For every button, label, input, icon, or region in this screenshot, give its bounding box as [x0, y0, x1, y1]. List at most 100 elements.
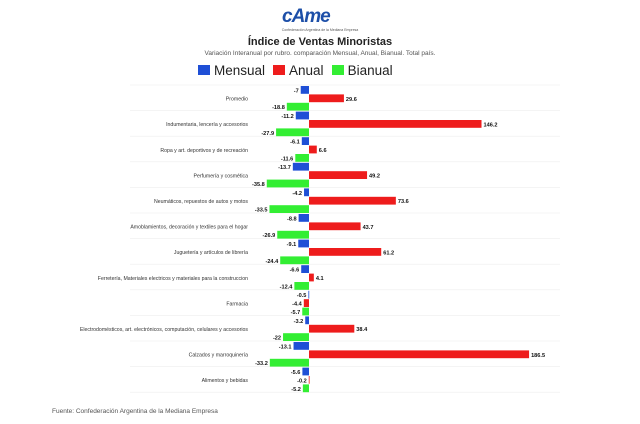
- data-label-anual-neumaticos-repuestos-de-autos-y-motos: 73.6: [398, 199, 409, 205]
- bar-bianual-jugueteria-y-articulos-de-libreria: [280, 256, 309, 265]
- data-label-mensual-ropa-y-art-deportivos-y-de-recreacion: -6.1: [290, 140, 300, 146]
- bar-bianual-alimentos-y-bebidas: [302, 384, 309, 393]
- legend-swatch-bianual: [331, 65, 344, 75]
- bar-anual-indumentaria-lenceria-y-accesorios: [309, 120, 482, 128]
- bar-anual-ferreteria-materiales-electricos-y-materiales-para-la-construccion: [309, 273, 314, 282]
- chart-subtitle: Variación Interanual por rubro. comparac…: [204, 50, 436, 57]
- bar-mensual-farmacia: [308, 290, 310, 299]
- legend-label-anual: Anual: [289, 62, 324, 78]
- data-label-anual-jugueteria-y-articulos-de-libreria: 61.2: [383, 250, 394, 256]
- bar-bianual-ropa-y-art-deportivos-y-de-recreacion: [295, 154, 309, 162]
- chart-title: Índice de Ventas Minoristas: [247, 36, 393, 48]
- bar-anual-jugueteria-y-articulos-de-libreria: [309, 248, 382, 256]
- legend-label-bianual: Bianual: [347, 62, 393, 78]
- category-label-ferreteria-materiales-electricos-y-materiales-para-la-construccion: Ferretería, Materiales electricos y mate…: [98, 276, 248, 282]
- bar-bianual-farmacia: [302, 307, 309, 316]
- bar-anual-ropa-y-art-deportivos-y-de-recreacion: [309, 145, 317, 154]
- data-label-mensual-indumentaria-lenceria-y-accesorios: -11.2: [281, 114, 293, 120]
- data-label-anual-farmacia: -4.4: [292, 302, 303, 308]
- data-label-bianual-farmacia: -5.7: [291, 310, 301, 316]
- data-label-bianual-alimentos-y-bebidas: -5.2: [291, 387, 301, 393]
- data-label-mensual-farmacia: -0.5: [297, 293, 307, 299]
- legend-swatch-anual: [273, 65, 286, 75]
- data-label-mensual-promedio: -7: [294, 88, 299, 94]
- bar-mensual-indumentaria-lenceria-y-accesorios: [295, 111, 309, 120]
- legend-item-anual: Anual: [273, 63, 324, 78]
- bar-bianual-indumentaria-lenceria-y-accesorios: [276, 128, 309, 137]
- data-label-mensual-calzados-y-marroquineria: -13.1: [279, 344, 292, 350]
- came-logo: cAme Confederación Argentina de la Media…: [272, 6, 368, 36]
- data-label-anual-ferreteria-materiales-electricos-y-materiales-para-la-construccion: 4.1: [316, 276, 324, 282]
- data-label-anual-alimentos-y-bebidas: -0.2: [297, 378, 307, 384]
- bar-mensual-promedio: [300, 86, 309, 94]
- category-label-ropa-y-art-deportivos-y-de-recreacion: Ropa y art. deportivos y de recreación: [160, 148, 248, 154]
- legend-item-bianual: Bianual: [331, 62, 393, 78]
- bar-bianual-ferreteria-materiales-electricos-y-materiales-para-la-construccion: [294, 282, 309, 290]
- legend-label-mensual: Mensual: [214, 62, 266, 78]
- bar-bianual-perfumeria-y-cosmetica: [266, 179, 309, 188]
- bar-bianual-electrodomesticos-art-electronicos-computacion-celulares-y-accesorios: [283, 333, 309, 341]
- bar-bianual-calzados-y-marroquineria: [269, 358, 309, 367]
- data-label-anual-amoblamientos-decoracion-y-textiles-para-el-hogar: 43.7: [363, 225, 374, 231]
- data-label-bianual-ropa-y-art-deportivos-y-de-recreacion: -11.6: [281, 156, 293, 162]
- data-label-bianual-electrodomesticos-art-electronicos-computacion-celulares-y-accesorios: -22: [273, 336, 281, 342]
- data-label-mensual-amoblamientos-decoracion-y-textiles-para-el-hogar: -8.8: [287, 216, 297, 222]
- data-label-mensual-ferreteria-materiales-electricos-y-materiales-para-la-construccion: -6.6: [290, 268, 300, 274]
- data-label-bianual-indumentaria-lenceria-y-accesorios: -27.9: [261, 131, 274, 137]
- bar-anual-alimentos-y-bebidas: [308, 376, 310, 384]
- legend-swatch-mensual: [198, 65, 210, 75]
- chart-legend: Mensual Anual Bianual: [198, 62, 393, 78]
- bar-bianual-neumaticos-repuestos-de-autos-y-motos: [269, 205, 309, 213]
- data-label-bianual-promedio: -18.8: [272, 105, 285, 111]
- bar-mensual-ropa-y-art-deportivos-y-de-recreacion: [301, 137, 309, 145]
- data-label-bianual-amoblamientos-decoracion-y-textiles-para-el-hogar: -26.9: [263, 233, 276, 239]
- data-label-anual-ropa-y-art-deportivos-y-de-recreacion: 6.6: [319, 148, 327, 154]
- logo-wordmark: cAme: [282, 6, 331, 27]
- bar-anual-neumaticos-repuestos-de-autos-y-motos: [309, 196, 396, 205]
- category-label-farmacia: Farmacia: [226, 301, 248, 307]
- bar-anual-calzados-y-marroquineria: [309, 350, 530, 359]
- bar-anual-electrodomesticos-art-electronicos-computacion-celulares-y-accesorios: [309, 324, 355, 333]
- bar-mensual-ferreteria-materiales-electricos-y-materiales-para-la-construccion: [301, 265, 309, 273]
- bar-mensual-neumaticos-repuestos-de-autos-y-motos: [304, 188, 309, 197]
- bar-bianual-amoblamientos-decoracion-y-textiles-para-el-hogar: [277, 230, 309, 239]
- bar-anual-perfumeria-y-cosmetica: [309, 171, 368, 179]
- category-label-jugueteria-y-articulos-de-libreria: Juguetería y artículos de librería: [174, 250, 248, 256]
- bar-mensual-perfumeria-y-cosmetica: [292, 162, 309, 171]
- legend-item-mensual: Mensual: [198, 63, 265, 78]
- data-label-anual-promedio: 29.6: [346, 97, 357, 103]
- category-label-perfumeria-y-cosmetica: Perfumería y cosmética: [194, 173, 249, 179]
- data-label-bianual-jugueteria-y-articulos-de-libreria: -24.4: [265, 259, 279, 265]
- data-label-anual-calzados-y-marroquineria: 186.5: [531, 353, 545, 359]
- bar-mensual-amoblamientos-decoracion-y-textiles-para-el-hogar: [298, 214, 309, 222]
- data-label-bianual-calzados-y-marroquineria: -33.2: [255, 361, 268, 367]
- data-label-bianual-neumaticos-repuestos-de-autos-y-motos: -33.5: [255, 208, 268, 214]
- data-label-anual-indumentaria-lenceria-y-accesorios: 146.2: [484, 122, 498, 128]
- bar-mensual-jugueteria-y-articulos-de-libreria: [298, 239, 309, 248]
- category-label-electrodomesticos-art-electronicos-computacion-celulares-y-accesorios: Electrodomésticos, art. electrónicos, co…: [80, 327, 248, 333]
- category-label-neumaticos-repuestos-de-autos-y-motos: Neumáticos, repuestos de autos y motos: [154, 199, 248, 205]
- category-label-indumentaria-lenceria-y-accesorios: Indumentaria, lencería y accesorios: [166, 122, 248, 128]
- data-label-mensual-electrodomesticos-art-electronicos-computacion-celulares-y-accesorios: -3.2: [294, 319, 304, 325]
- bar-anual-farmacia: [303, 299, 309, 307]
- data-label-bianual-ferreteria-materiales-electricos-y-materiales-para-la-construccion: -12.4: [280, 284, 294, 290]
- category-label-promedio: Promedio: [226, 97, 248, 103]
- bar-anual-promedio: [309, 94, 344, 103]
- logo-subtitle: Confederación Argentina de la Mediana Em…: [281, 28, 359, 32]
- data-label-mensual-perfumeria-y-cosmetica: -13.7: [278, 165, 291, 171]
- data-label-mensual-alimentos-y-bebidas: -5.6: [291, 370, 301, 376]
- bar-mensual-calzados-y-marroquineria: [293, 342, 309, 350]
- category-label-amoblamientos-decoracion-y-textiles-para-el-hogar: Amoblamientos, decoración y textiles par…: [130, 225, 248, 231]
- bar-mensual-electrodomesticos-art-electronicos-computacion-celulares-y-accesorios: [305, 316, 309, 325]
- category-label-alimentos-y-bebidas: Alimentos y bebidas: [202, 378, 249, 384]
- source-note: Fuente: Confederación Argentina de la Me…: [52, 408, 218, 415]
- category-label-calzados-y-marroquineria: Calzados y marroquinería: [189, 353, 249, 359]
- bar-bianual-promedio: [286, 102, 309, 111]
- bar-mensual-alimentos-y-bebidas: [302, 367, 309, 376]
- data-label-anual-perfumeria-y-cosmetica: 49.2: [369, 174, 380, 180]
- data-label-mensual-jugueteria-y-articulos-de-libreria: -9.1: [287, 242, 297, 248]
- data-label-bianual-perfumeria-y-cosmetica: -35.8: [252, 182, 265, 188]
- data-label-mensual-neumaticos-repuestos-de-autos-y-motos: -4.2: [292, 191, 302, 197]
- bar-anual-amoblamientos-decoracion-y-textiles-para-el-hogar: [309, 222, 361, 231]
